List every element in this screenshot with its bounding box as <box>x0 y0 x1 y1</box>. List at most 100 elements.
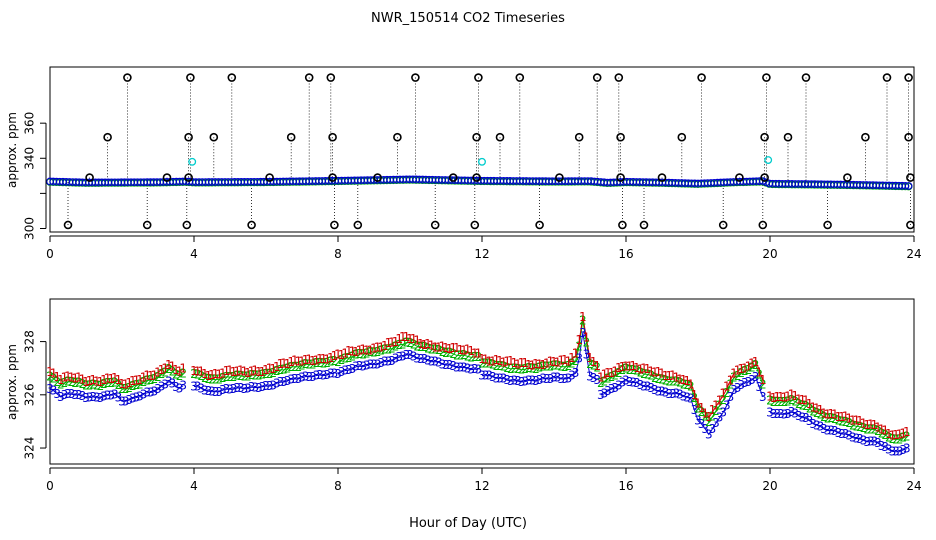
bottom-series-3-marker: 3 <box>478 369 486 383</box>
bottom-series-2-marker: 2 <box>385 342 393 356</box>
bottom-series-1-marker: 1 <box>622 359 630 373</box>
bottom-series-2-marker: 2 <box>820 410 828 424</box>
bottom-series-2-marker: 2 <box>507 362 515 376</box>
bottom-series-3-marker: 3 <box>863 435 871 449</box>
bottom-series-2-marker: 2 <box>327 354 335 368</box>
bottom-series-1-line <box>337 337 479 358</box>
bottom-series-3-marker: 3 <box>403 348 411 362</box>
bottom-series-1-marker: 1 <box>143 369 151 383</box>
bottom-series-1-marker: 1 <box>532 357 540 371</box>
bottom-series-2-marker: 2 <box>277 363 285 377</box>
bottom-series-1-marker: 1 <box>446 342 454 356</box>
bottom-series-3-marker: 3 <box>550 371 558 385</box>
bottom-series-3-marker: 3 <box>219 383 227 397</box>
bottom-series-3-marker: 3 <box>575 352 583 366</box>
bottom-series-3-marker: 3 <box>100 389 108 403</box>
bottom-series-1-marker: 1 <box>320 352 328 366</box>
bottom-series-3-marker: 3 <box>151 384 159 398</box>
bottom-series-3-marker: 3 <box>687 392 695 406</box>
bottom-series-1-marker: 1 <box>172 363 180 377</box>
bottom-series-3-marker: 3 <box>46 382 54 396</box>
bottom-series-2-marker: 2 <box>341 351 349 365</box>
bottom-series-1-marker: 1 <box>89 373 97 387</box>
bottom-series-3-marker: 3 <box>471 362 479 376</box>
bottom-series-2-marker: 2 <box>237 369 245 383</box>
bottom-series-3-marker: 3 <box>158 379 166 393</box>
bottom-series-3-marker: 3 <box>705 427 713 441</box>
bottom-series-3-marker: 3 <box>511 374 519 388</box>
bottom-series-3-marker: 3 <box>615 378 623 392</box>
bottom-series-1-marker: 1 <box>107 372 115 386</box>
bottom-series-3-marker: 3 <box>795 409 803 423</box>
bottom-series-1-marker: 1 <box>669 369 677 383</box>
bottom-series-1-marker: 1 <box>435 340 443 354</box>
top-flag-point <box>182 220 192 230</box>
bottom-series-1-marker: 1 <box>557 354 565 368</box>
bottom-series-2-marker: 2 <box>691 391 699 405</box>
bottom-series-3-marker: 3 <box>583 348 591 362</box>
bottom-series-3-marker: 3 <box>845 428 853 442</box>
bottom-series-3-marker: 3 <box>226 382 234 396</box>
bottom-series-1-marker: 1 <box>158 363 166 377</box>
bottom-series-2-marker: 2 <box>597 376 605 390</box>
bottom-series-3-marker: 3 <box>194 380 202 394</box>
bottom-series-1-marker: 1 <box>291 353 299 367</box>
top-flag-point <box>247 220 256 230</box>
bottom-series-3-marker: 3 <box>593 373 601 387</box>
bottom-series-1-marker: 1 <box>755 365 763 379</box>
bottom-series-3-marker: 3 <box>493 371 501 385</box>
bottom-series-2-marker: 2 <box>107 376 115 390</box>
bottom-series-2-marker: 2 <box>215 373 223 387</box>
bottom-series-2-marker: 2 <box>669 375 677 389</box>
top-flag-point <box>184 132 193 142</box>
bottom-series-2-marker: 2 <box>273 364 281 378</box>
bottom-series-2-marker: 2 <box>233 369 241 383</box>
bottom-series-1-marker: 1 <box>341 346 349 360</box>
bottom-series-1-marker: 1 <box>561 353 569 367</box>
bottom-series-1-marker: 1 <box>748 356 756 370</box>
bottom-series-2-marker: 2 <box>136 377 144 391</box>
bottom-series-1-marker: 1 <box>255 365 263 379</box>
bottom-series-2-marker: 2 <box>403 336 411 350</box>
bottom-series-1-marker: 1 <box>597 371 605 385</box>
bottom-x-tick-label: 4 <box>190 479 198 493</box>
bottom-series-2-marker: 2 <box>475 350 483 364</box>
bottom-series-1-marker: 1 <box>449 341 457 355</box>
bottom-series-1-marker: 1 <box>215 367 223 381</box>
bottom-series-3-marker: 3 <box>140 387 148 401</box>
bottom-series-2-marker: 2 <box>899 431 907 445</box>
bottom-series-3-marker: 3 <box>514 374 522 388</box>
bottom-series-2-marker: 2 <box>392 339 400 353</box>
bottom-series-2-marker: 2 <box>788 393 796 407</box>
bottom-series-2-marker: 2 <box>784 395 792 409</box>
bottom-series-2-marker: 2 <box>896 432 904 446</box>
bottom-series-1-marker: 1 <box>511 356 519 370</box>
bottom-series-3-marker: 3 <box>640 379 648 393</box>
bottom-series-2-marker: 2 <box>863 423 871 437</box>
bottom-series-2-marker: 2 <box>647 369 655 383</box>
bottom-series-1-marker: 1 <box>680 373 688 387</box>
bottom-series-3-marker: 3 <box>165 374 173 388</box>
bottom-series-1-marker: 1 <box>781 391 789 405</box>
top-flag-point <box>861 132 870 142</box>
bottom-series-1-marker: 1 <box>179 361 187 375</box>
bottom-y-tick-label: 326 <box>23 383 37 406</box>
bottom-series-2-marker: 2 <box>795 397 803 411</box>
bottom-series-2-marker: 2 <box>53 375 61 389</box>
bottom-series-3-marker: 3 <box>781 407 789 421</box>
top-flag-point <box>430 220 440 230</box>
bottom-series-1-marker: 1 <box>428 339 436 353</box>
bottom-series-1-marker: 1 <box>79 372 87 386</box>
bottom-series-3-marker: 3 <box>86 391 94 405</box>
bottom-series-1-marker: 1 <box>845 411 853 425</box>
bottom-series-3-marker: 3 <box>658 385 666 399</box>
bottom-series-2-marker: 2 <box>61 376 69 390</box>
bottom-series-3-marker: 3 <box>561 372 569 386</box>
bottom-series-1-marker: 1 <box>125 376 133 390</box>
bottom-series-3-marker: 3 <box>831 424 839 438</box>
bottom-series-1-marker: 1 <box>817 403 825 417</box>
bottom-panel: 3213213213213213213213213213213213213213… <box>5 298 922 493</box>
bottom-series-2-marker: 2 <box>71 376 79 390</box>
bottom-series-3-marker: 3 <box>525 373 533 387</box>
